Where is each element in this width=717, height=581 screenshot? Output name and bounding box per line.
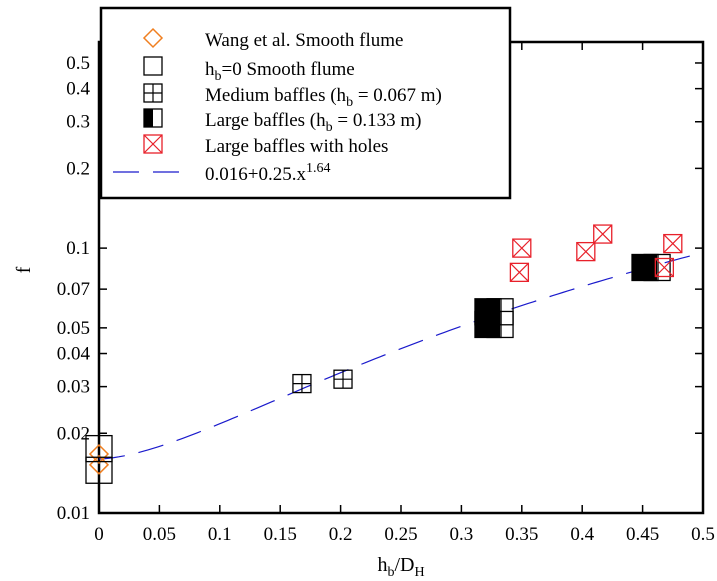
y-tick-label: 0.07 xyxy=(57,279,90,300)
legend-symbol-wang xyxy=(142,27,164,49)
legend-symbol-medium-baffles xyxy=(143,83,163,103)
data-point xyxy=(85,456,113,484)
legend-label-smooth-flume-pre: h xyxy=(205,59,215,80)
x-tick-label: 0.5 xyxy=(691,524,715,545)
x-axis-title-sub-2: H xyxy=(414,565,424,580)
y-tick-label: 0.1 xyxy=(66,238,90,259)
x-tick-label: 0.1 xyxy=(208,524,232,545)
data-point xyxy=(85,434,113,463)
y-axis-title: f xyxy=(13,266,35,273)
x-tick-label: 0.3 xyxy=(450,524,474,545)
data-point xyxy=(486,310,514,339)
legend-label-large-baffles-pre: Large baffles (h xyxy=(205,110,326,131)
legend-label-smooth-flume-post: =0 Smooth flume xyxy=(222,59,355,80)
legend-label-large-baffles: Large baffles (hb = 0.133 m) xyxy=(205,110,421,135)
data-point xyxy=(654,257,674,278)
x-axis-title: hb/DH xyxy=(377,554,424,580)
x-tick-label: 0.25 xyxy=(384,524,417,545)
legend-label-medium-baffles-sub: b xyxy=(346,95,353,110)
legend-label-wang: Wang et al. Smooth flume xyxy=(205,30,403,51)
legend-symbol-smooth-flume xyxy=(143,56,163,76)
legend-label-large-baffles-post: = 0.133 m) xyxy=(333,110,422,131)
x-tick-label: 0 xyxy=(94,524,104,545)
data-points-layer xyxy=(85,224,683,484)
x-tick-label: 0.2 xyxy=(329,524,353,545)
x-axis-title-mid: /D xyxy=(394,554,414,576)
legend-label-medium-baffles: Medium baffles (hb = 0.067 m) xyxy=(205,85,442,110)
data-point xyxy=(576,241,596,262)
y-tick-label: 0.5 xyxy=(66,53,90,74)
legend: Wang et al. Smooth flume hb=0 Smooth flu… xyxy=(99,6,512,200)
x-tick-label: 0.35 xyxy=(505,524,538,545)
data-point xyxy=(333,369,353,389)
fit-curve-layer xyxy=(98,255,692,460)
data-point xyxy=(593,224,613,244)
y-tick-label: 0.3 xyxy=(66,112,90,133)
data-point xyxy=(512,238,532,258)
y-tick-label: 0.4 xyxy=(66,79,90,100)
legend-label-medium-baffles-post: = 0.067 m) xyxy=(353,85,442,106)
legend-label-medium-baffles-pre: Medium baffles (h xyxy=(205,85,347,106)
y-tick-label: 0.01 xyxy=(57,503,90,524)
y-tick-label: 0.05 xyxy=(57,318,90,339)
x-tick-label: 0.05 xyxy=(143,524,176,545)
y-tick-label: 0.03 xyxy=(57,377,90,398)
legend-box xyxy=(99,6,512,200)
x-axis-title-base: h xyxy=(377,554,387,576)
legend-label-smooth-flume: hb=0 Smooth flume xyxy=(205,59,355,84)
data-point xyxy=(663,233,683,254)
x-axis: 0 0.05 0.1 0.15 0.2 0.25 0.3 0.35 0.4 0.45 0.5 xyxy=(94,42,715,545)
y-axis: 0.01 0.02 0.03 0.04 0.05 0.07 0.1 0.2 0.3 0.4 0.5 xyxy=(57,53,703,524)
legend-label-smooth-flume-sub: b xyxy=(215,69,222,84)
data-point xyxy=(509,262,530,283)
legend-label-large-baffles-sub: b xyxy=(326,120,333,135)
data-point xyxy=(643,253,671,282)
x-tick-label: 0.4 xyxy=(570,524,594,545)
data-point xyxy=(88,443,110,465)
legend-symbol-large-baffles xyxy=(143,108,163,128)
legend-label-fit-sup: 1.64 xyxy=(306,161,331,176)
x-axis-title-sub-1: b xyxy=(387,565,394,580)
legend-symbol-baffles-holes xyxy=(143,134,163,154)
y-tick-label: 0.04 xyxy=(57,344,91,365)
y-tick-label: 0.02 xyxy=(57,423,90,444)
legend-label-fit: 0.016+0.25.x1.64 xyxy=(205,161,330,185)
legend-label-baffles-holes: Large baffles with holes xyxy=(205,136,388,157)
fit-curve xyxy=(98,255,692,460)
x-tick-label: 0.45 xyxy=(626,524,659,545)
x-tick-label: 0.15 xyxy=(264,524,297,545)
y-tick-label: 0.2 xyxy=(66,158,90,179)
data-point xyxy=(292,373,312,394)
legend-symbols xyxy=(113,27,193,173)
legend-label-fit-pre: 0.016+0.25.x xyxy=(205,164,306,185)
